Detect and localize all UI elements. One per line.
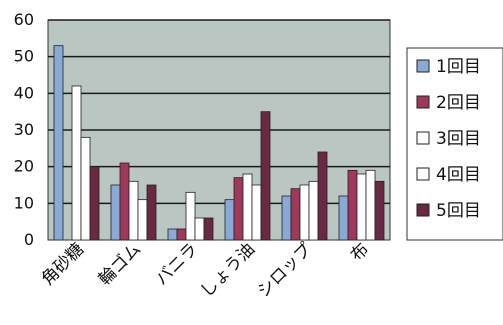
bar <box>356 173 367 241</box>
legend-swatch <box>416 59 430 73</box>
x-category-label: 輪ゴム <box>94 239 145 290</box>
bar <box>89 166 100 241</box>
legend-swatch <box>416 167 430 181</box>
bar <box>53 45 64 241</box>
bar <box>176 228 187 241</box>
y-tick-label: 60 <box>14 10 34 29</box>
y-tick-label: 40 <box>14 83 34 102</box>
bar <box>146 184 157 241</box>
x-category-label: しょう油 <box>197 239 259 301</box>
y-tick-label: 50 <box>14 47 34 66</box>
bar <box>194 217 205 241</box>
y-tick-label: 0 <box>24 230 34 249</box>
bar <box>110 184 121 241</box>
legend-label: 2回目 <box>436 93 481 113</box>
bar <box>290 188 301 241</box>
bar <box>119 162 130 241</box>
bar <box>374 180 385 241</box>
bar <box>242 173 253 241</box>
bar <box>128 180 139 241</box>
legend-label: 1回目 <box>436 57 481 77</box>
bar <box>317 151 328 241</box>
bar <box>203 217 214 241</box>
bar <box>347 169 358 241</box>
bar <box>185 191 196 241</box>
y-tick-label: 10 <box>14 193 34 212</box>
legend-swatch <box>416 203 430 217</box>
legend-swatch <box>416 95 430 109</box>
bar <box>71 85 82 241</box>
bar <box>260 111 271 241</box>
legend-swatch <box>416 131 430 145</box>
legend-label: 4回目 <box>436 165 481 185</box>
bar <box>299 184 310 241</box>
x-category-label: シロップ <box>254 239 316 301</box>
bar <box>365 169 376 241</box>
x-category-label: 角砂糖 <box>38 239 88 289</box>
bar <box>80 136 91 241</box>
x-category-label: バニラ <box>152 239 202 289</box>
legend-label: 5回目 <box>436 201 481 221</box>
bar <box>233 177 244 241</box>
bar <box>167 228 178 241</box>
y-tick-label: 30 <box>14 120 34 139</box>
bar <box>137 199 148 241</box>
bar <box>338 195 349 241</box>
bar <box>224 199 235 241</box>
bar <box>308 180 319 241</box>
bar <box>251 184 262 241</box>
x-category-label: 布 <box>347 239 373 265</box>
legend-label: 3回目 <box>436 129 481 149</box>
bar <box>281 195 292 241</box>
y-tick-label: 20 <box>14 157 34 176</box>
